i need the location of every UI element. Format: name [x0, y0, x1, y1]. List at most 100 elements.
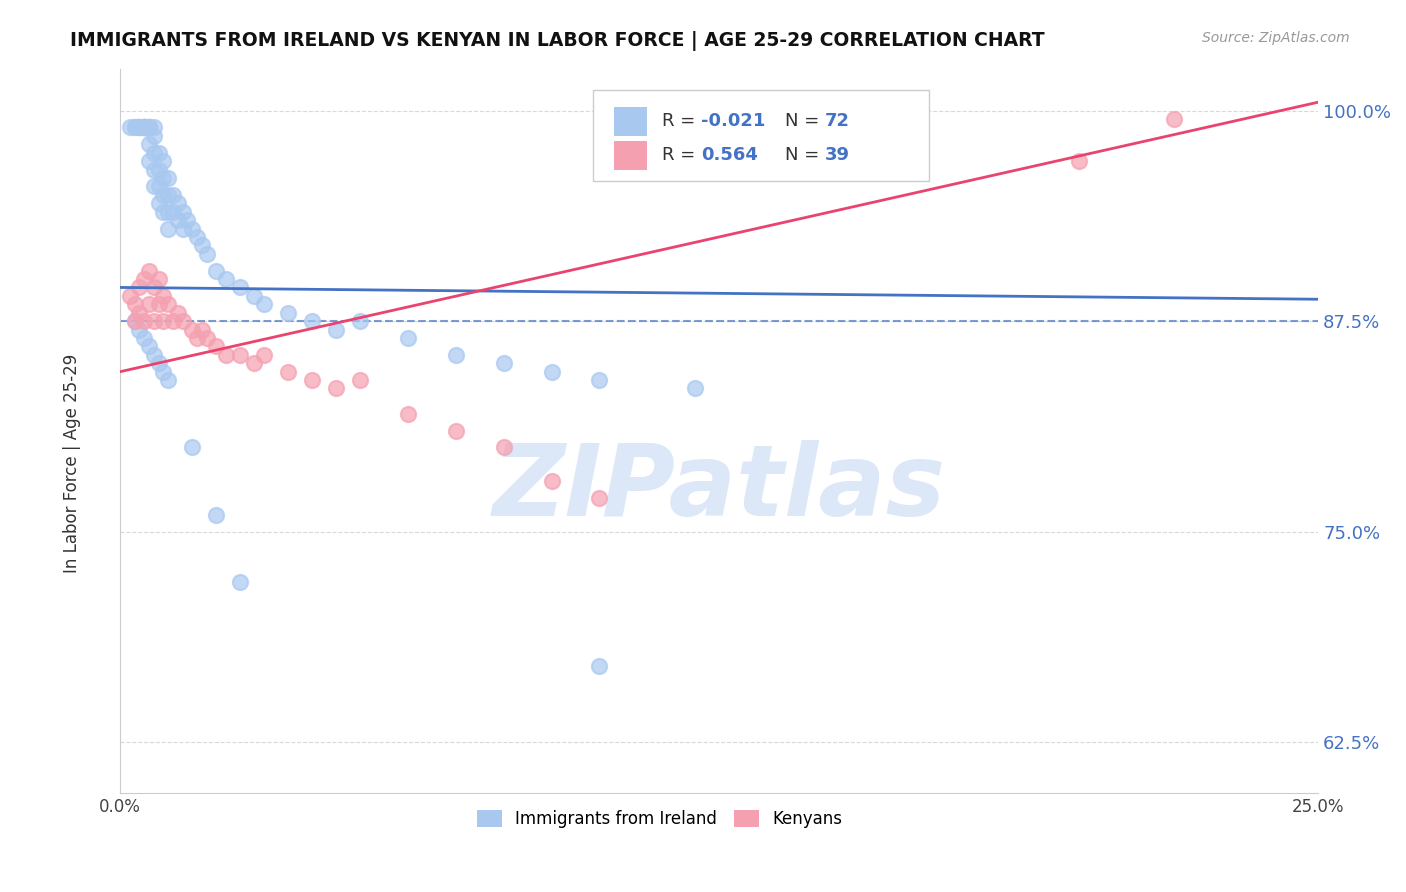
FancyBboxPatch shape — [614, 141, 647, 169]
Point — [181, 441, 204, 455]
Point — [349, 314, 371, 328]
Point — [492, 356, 515, 370]
Point — [229, 348, 252, 362]
Point — [540, 474, 562, 488]
Point — [157, 204, 180, 219]
Point — [243, 356, 266, 370]
Text: Source: ZipAtlas.com: Source: ZipAtlas.com — [1202, 31, 1350, 45]
Text: R =: R = — [662, 112, 700, 130]
Point — [162, 204, 184, 219]
Point — [492, 441, 515, 455]
Point — [134, 120, 156, 135]
Point — [148, 145, 170, 160]
Text: -0.021: -0.021 — [702, 112, 766, 130]
Point — [128, 120, 150, 135]
Point — [152, 314, 174, 328]
Point — [157, 187, 180, 202]
Point — [205, 339, 228, 353]
Point — [166, 213, 188, 227]
Point — [396, 407, 419, 421]
Point — [142, 280, 165, 294]
Point — [181, 221, 204, 235]
Point — [588, 491, 610, 505]
Text: IMMIGRANTS FROM IRELAND VS KENYAN IN LABOR FORCE | AGE 25-29 CORRELATION CHART: IMMIGRANTS FROM IRELAND VS KENYAN IN LAB… — [70, 31, 1045, 51]
Point — [157, 221, 180, 235]
Point — [172, 314, 194, 328]
Text: N =: N = — [785, 146, 825, 164]
Point — [253, 297, 276, 311]
Point — [588, 373, 610, 387]
Point — [215, 272, 238, 286]
Point — [205, 263, 228, 277]
Point — [172, 221, 194, 235]
Text: ZIPatlas: ZIPatlas — [492, 440, 946, 537]
Point — [243, 289, 266, 303]
Point — [148, 179, 170, 194]
Point — [148, 196, 170, 211]
Point — [588, 659, 610, 673]
Point — [118, 120, 141, 135]
Point — [162, 187, 184, 202]
Point — [1163, 112, 1185, 126]
Point — [138, 120, 160, 135]
Point — [142, 120, 165, 135]
Point — [138, 120, 160, 135]
Point — [142, 128, 165, 143]
Text: 39: 39 — [825, 146, 849, 164]
Point — [134, 120, 156, 135]
Point — [128, 306, 150, 320]
Point — [152, 171, 174, 186]
Point — [124, 120, 146, 135]
Point — [138, 137, 160, 152]
Point — [301, 373, 323, 387]
Point — [215, 348, 238, 362]
Point — [124, 120, 146, 135]
Point — [540, 365, 562, 379]
Text: 72: 72 — [825, 112, 849, 130]
Point — [134, 272, 156, 286]
Point — [134, 331, 156, 345]
Point — [1067, 154, 1090, 169]
Point — [142, 162, 165, 177]
Text: 0.564: 0.564 — [702, 146, 758, 164]
Point — [181, 322, 204, 336]
Point — [253, 348, 276, 362]
Point — [229, 280, 252, 294]
Point — [142, 179, 165, 194]
Point — [138, 297, 160, 311]
FancyBboxPatch shape — [593, 90, 929, 181]
Point — [157, 171, 180, 186]
Point — [152, 289, 174, 303]
Point — [195, 246, 218, 260]
Point — [134, 314, 156, 328]
Point — [142, 348, 165, 362]
Point — [325, 322, 347, 336]
Point — [142, 145, 165, 160]
Point — [138, 154, 160, 169]
Point — [152, 187, 174, 202]
Point — [325, 382, 347, 396]
Point — [152, 154, 174, 169]
Point — [124, 314, 146, 328]
Point — [148, 297, 170, 311]
Point — [128, 322, 150, 336]
Point — [128, 120, 150, 135]
Point — [349, 373, 371, 387]
Point — [128, 280, 150, 294]
Point — [683, 382, 706, 396]
Point — [277, 306, 299, 320]
Point — [166, 196, 188, 211]
Point — [134, 120, 156, 135]
Point — [396, 331, 419, 345]
Point — [190, 322, 212, 336]
Point — [186, 230, 208, 244]
Point — [134, 120, 156, 135]
Point — [148, 162, 170, 177]
Point — [190, 238, 212, 252]
Point — [186, 331, 208, 345]
Legend: Immigrants from Ireland, Kenyans: Immigrants from Ireland, Kenyans — [470, 804, 849, 835]
Point — [138, 263, 160, 277]
Point — [138, 120, 160, 135]
Point — [142, 314, 165, 328]
Point — [195, 331, 218, 345]
